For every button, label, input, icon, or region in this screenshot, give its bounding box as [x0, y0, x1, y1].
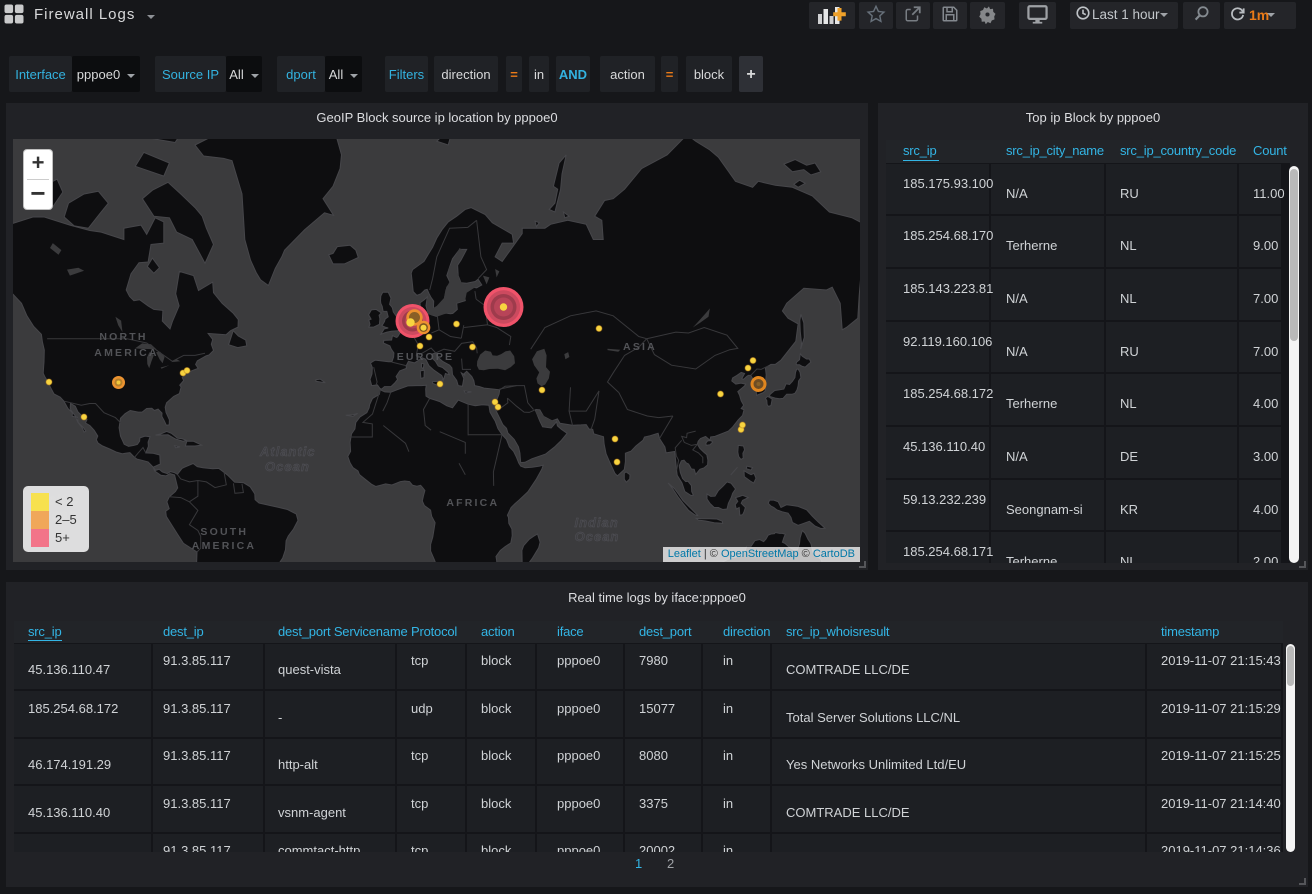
svg-text:Atlantic: Atlantic	[259, 444, 316, 459]
svg-text:Ocean: Ocean	[265, 459, 310, 474]
svg-text:SOUTH: SOUTH	[200, 526, 248, 538]
svg-text:AFRICA: AFRICA	[446, 497, 499, 509]
svg-text:ASIA: ASIA	[623, 341, 657, 353]
svg-text:Ocean: Ocean	[575, 529, 620, 544]
svg-text:EUROPE: EUROPE	[397, 351, 455, 363]
svg-text:AMERICA: AMERICA	[192, 540, 256, 552]
svg-text:AMERICA: AMERICA	[94, 347, 158, 359]
svg-text:Indian: Indian	[574, 515, 618, 530]
svg-text:NORTH: NORTH	[99, 331, 147, 343]
